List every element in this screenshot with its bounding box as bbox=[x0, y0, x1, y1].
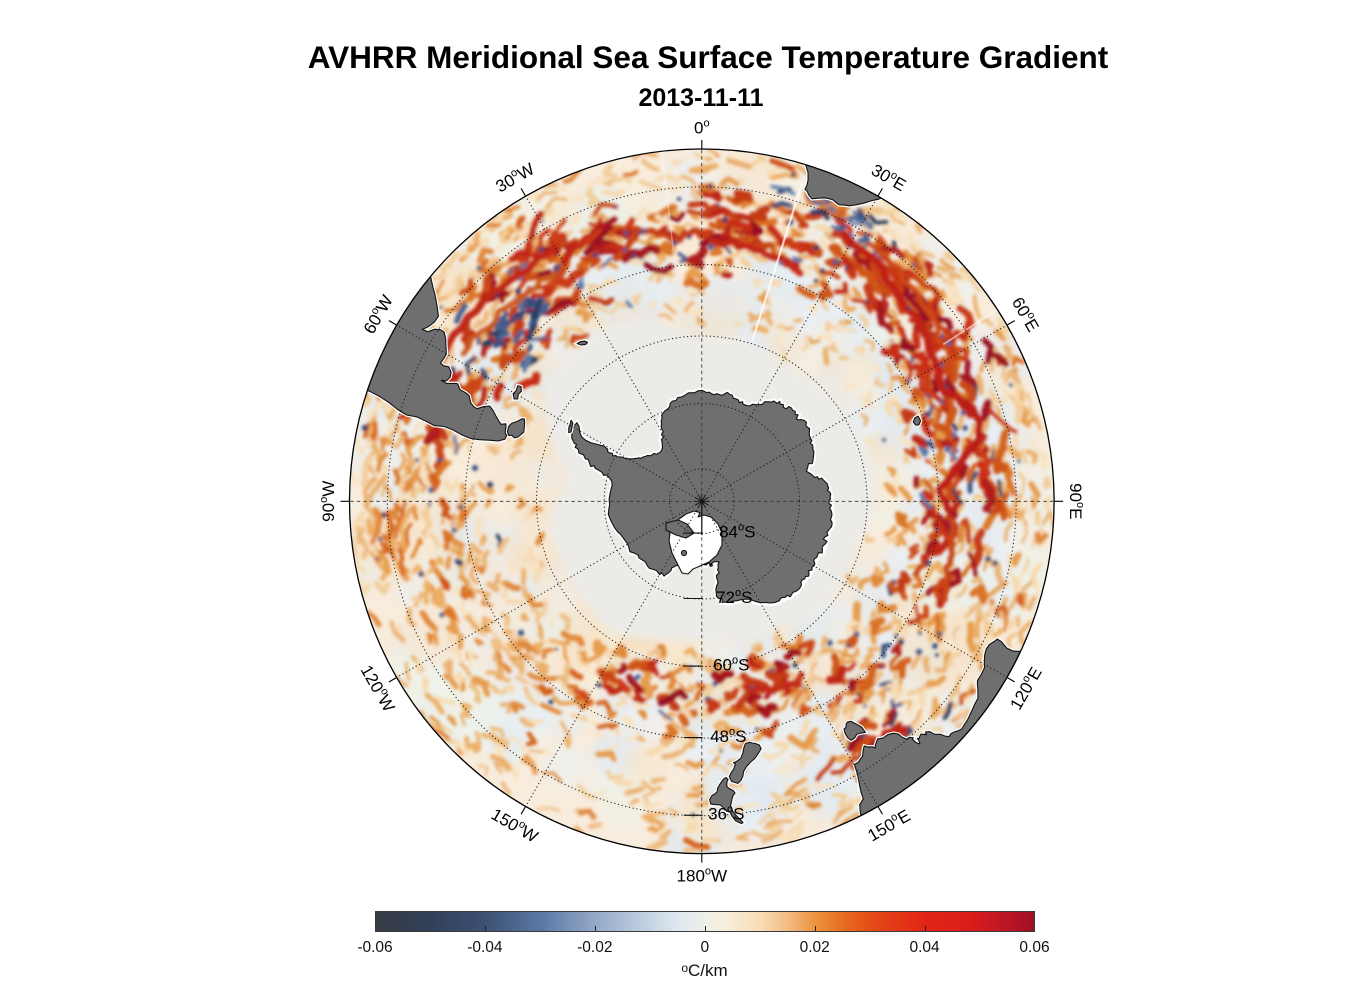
svg-text:90oW: 90oW bbox=[318, 481, 338, 522]
svg-text:120oE: 120oE bbox=[1006, 663, 1046, 713]
svg-text:60oS: 60oS bbox=[713, 655, 749, 675]
svg-text:36oS: 36oS bbox=[708, 804, 744, 824]
svg-text:150oE: 150oE bbox=[864, 805, 914, 845]
svg-text:180oW: 180oW bbox=[677, 865, 728, 885]
svg-text:30oW: 30oW bbox=[492, 158, 538, 196]
svg-text:48oS: 48oS bbox=[710, 726, 746, 746]
svg-text:72oS: 72oS bbox=[716, 587, 752, 607]
svg-text:0o: 0o bbox=[694, 117, 710, 137]
svg-text:30oE: 30oE bbox=[868, 160, 910, 196]
svg-text:84oS: 84oS bbox=[719, 522, 755, 542]
svg-text:60oW: 60oW bbox=[359, 292, 397, 338]
svg-text:90oE: 90oE bbox=[1066, 483, 1086, 519]
svg-text:60oE: 60oE bbox=[1008, 294, 1044, 336]
